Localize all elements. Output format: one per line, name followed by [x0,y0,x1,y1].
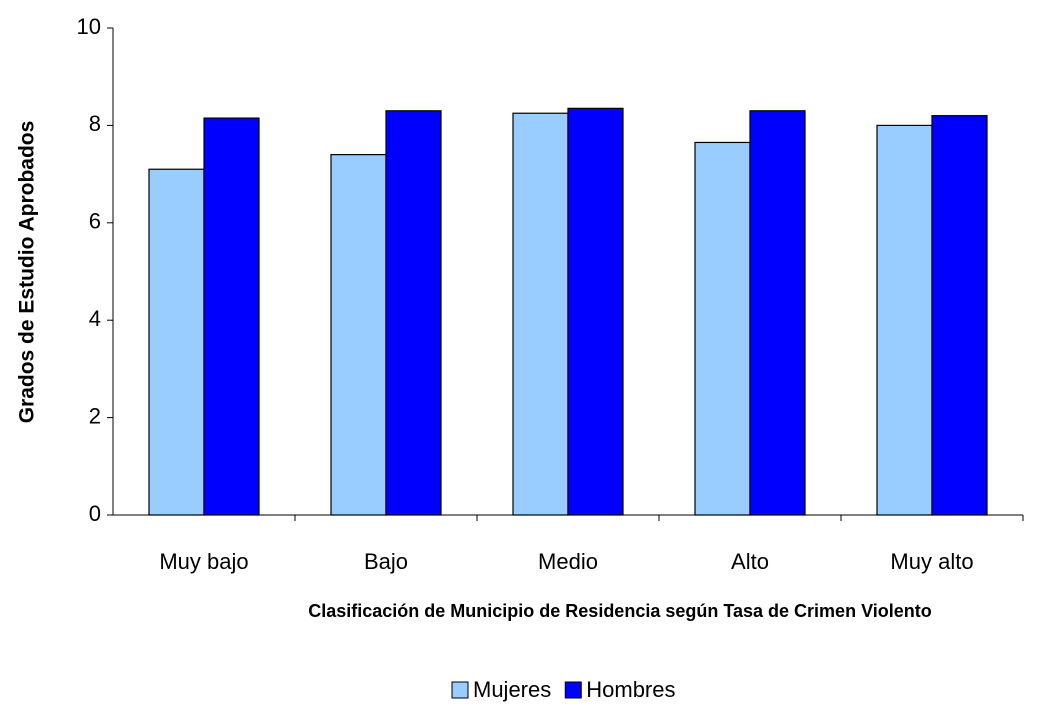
x-axis-title: Clasificación de Municipio de Residencia… [308,601,932,621]
bar [512,112,569,516]
y-tick-label: 2 [89,403,101,428]
x-tick-label: Medio [538,549,598,574]
legend-label: Mujeres [473,677,551,702]
y-tick-label: 0 [89,501,101,526]
legend-label: Hombres [586,677,675,702]
legend-swatch [451,681,469,699]
bar [749,110,806,516]
bar [385,110,442,516]
x-tick-label: Muy alto [890,549,973,574]
y-axis-title: Grados de Estudio Aprobados [16,121,39,424]
bar [931,115,988,516]
bar [203,117,260,516]
bar [148,168,205,516]
y-tick-label: 6 [89,209,101,234]
bar [876,124,933,516]
x-tick-label: Muy bajo [159,549,248,574]
bar [567,107,624,516]
y-tick-label: 4 [89,306,101,331]
bar [330,154,387,516]
y-tick-label: 8 [89,111,101,136]
legend-swatch [564,681,582,699]
x-tick-label: Alto [731,549,769,574]
y-tick-label: 10 [77,14,101,39]
bar [694,141,751,516]
x-tick-label: Bajo [364,549,408,574]
